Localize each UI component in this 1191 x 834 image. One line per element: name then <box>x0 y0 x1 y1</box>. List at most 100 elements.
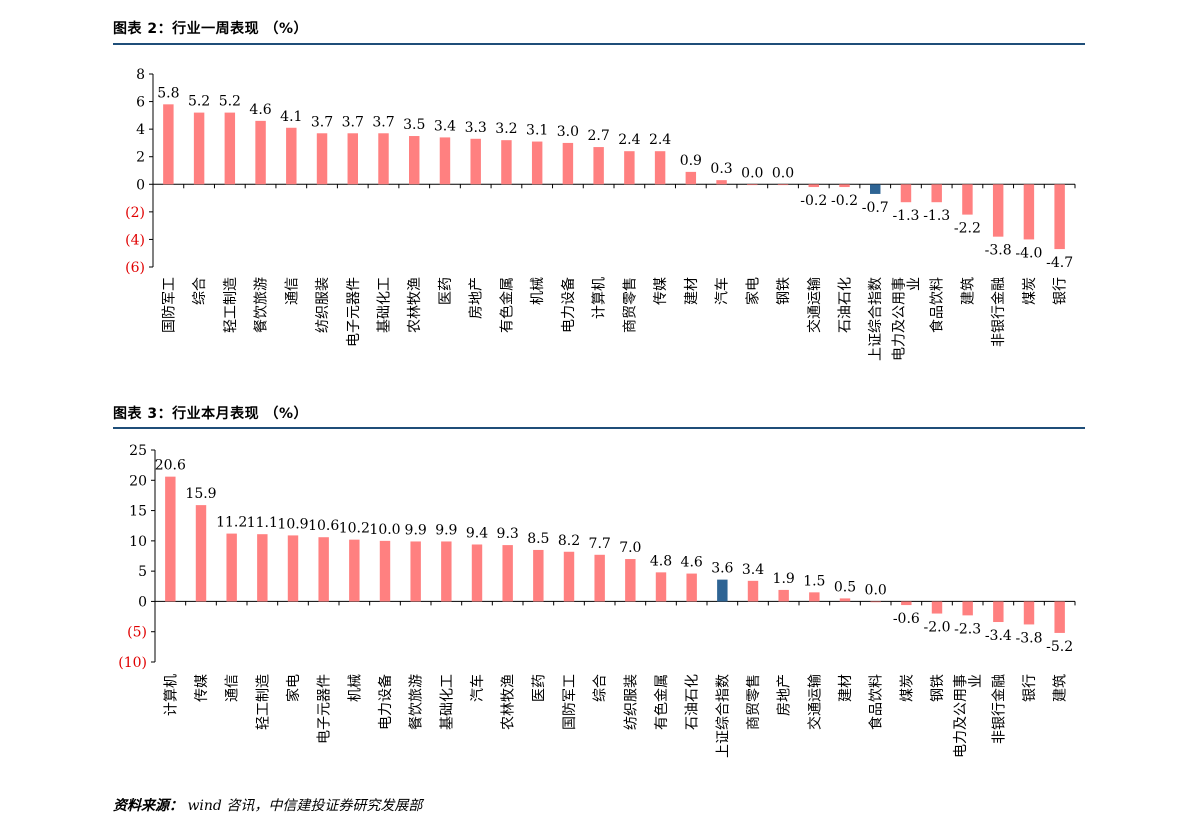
bar <box>808 184 819 188</box>
category-label: 电力及公用事 <box>953 674 969 758</box>
y-tick-label: 8 <box>136 67 145 83</box>
bar <box>685 171 697 185</box>
category-label: 业 <box>968 674 984 688</box>
data-label: -4.0 <box>1015 245 1042 261</box>
bar <box>410 541 421 602</box>
data-label: -5.2 <box>1046 639 1073 655</box>
data-label: -1.3 <box>923 208 950 224</box>
bar <box>378 133 389 185</box>
category-label: 国防军工 <box>161 277 177 333</box>
bar <box>195 505 207 602</box>
y-tick-label: 0 <box>136 177 145 193</box>
data-label: 9.9 <box>435 522 457 538</box>
data-label: 4.6 <box>681 555 703 571</box>
bar <box>349 539 360 602</box>
bar <box>287 535 299 602</box>
data-label: 2.7 <box>588 128 610 144</box>
bar <box>962 601 973 616</box>
data-label: 5.8 <box>157 85 179 101</box>
data-label: -2.2 <box>954 221 981 237</box>
category-label: 上证综合指数 <box>868 277 884 361</box>
data-label: 20.6 <box>155 458 186 474</box>
bar <box>441 541 452 602</box>
data-label: 10.6 <box>308 518 339 534</box>
bar <box>1023 601 1035 625</box>
bar <box>224 112 236 185</box>
category-label: 餐饮旅游 <box>254 277 270 333</box>
data-label: 4.8 <box>650 553 672 569</box>
category-label: 交通运输 <box>806 674 823 730</box>
category-label: 业 <box>906 277 922 291</box>
data-label: -0.2 <box>831 193 858 209</box>
bar <box>747 184 758 186</box>
bar <box>165 476 176 602</box>
y-tick-label: 20 <box>129 473 147 489</box>
data-label: 0.3 <box>710 161 732 177</box>
category-label: 机械 <box>530 277 546 305</box>
category-label: 纺织服装 <box>315 277 331 333</box>
bar <box>931 184 942 203</box>
bar <box>470 138 481 185</box>
y-tick-label: 4 <box>136 122 145 138</box>
category-label: 纺织服装 <box>623 674 639 730</box>
y-tick-label: (10) <box>118 655 147 671</box>
category-label: 钢铁 <box>776 277 792 305</box>
category-label: 家电 <box>285 674 302 702</box>
bar <box>316 133 328 185</box>
week-performance-chart: 8 6 4 2 0 (2) (4) (6) 5.8 国防军工 5.2 综合 5.2 轻工制造 4.6 餐饮旅游… <box>113 55 1085 387</box>
category-label: 建材 <box>684 277 700 305</box>
category-label: 房地产 <box>777 674 793 716</box>
category-label: 商贸零售 <box>746 674 762 730</box>
bar <box>409 136 420 185</box>
data-label: 7.7 <box>589 536 611 552</box>
data-label: 3.3 <box>465 120 487 136</box>
category-label: 电力设备 <box>377 674 394 730</box>
category-label: 石油石化 <box>685 674 701 730</box>
category-label: 综合 <box>192 277 208 305</box>
category-label: 电力设备 <box>560 277 577 333</box>
bar <box>625 559 636 602</box>
bar <box>901 601 912 606</box>
bar <box>716 180 727 185</box>
figure-month-rule <box>113 427 1085 429</box>
data-label: 2.4 <box>649 132 671 148</box>
data-label: 1.9 <box>773 571 795 587</box>
bar <box>163 104 174 185</box>
data-label: 3.7 <box>372 114 394 130</box>
category-label: 通信 <box>284 277 300 305</box>
bar <box>777 184 789 186</box>
category-label: 汽车 <box>714 277 731 305</box>
data-label: 0.0 <box>865 582 887 598</box>
y-tick-label: 10 <box>129 534 147 550</box>
bar <box>870 184 881 194</box>
bar <box>347 133 358 185</box>
bar <box>471 544 483 602</box>
bar <box>839 184 850 188</box>
category-label: 电子元器件 <box>317 674 333 744</box>
bar <box>255 120 266 185</box>
category-label: 餐饮旅游 <box>409 674 425 730</box>
data-label: 11.2 <box>216 515 247 531</box>
bar <box>531 141 543 185</box>
category-label: 房地产 <box>469 277 485 319</box>
bar <box>318 537 329 602</box>
category-label: 电子元器件 <box>346 277 362 347</box>
category-label: 钢铁 <box>930 674 946 702</box>
bar <box>686 573 697 602</box>
category-label: 非银行金融 <box>991 277 1007 347</box>
category-label: 建筑 <box>960 277 976 305</box>
data-label: 3.4 <box>434 118 456 134</box>
category-label: 农林牧渔 <box>501 674 517 730</box>
bar <box>624 151 635 185</box>
category-label: 交通运输 <box>806 277 823 333</box>
data-label: 9.9 <box>405 522 427 538</box>
bar <box>809 592 820 602</box>
data-label: -3.8 <box>1016 630 1043 646</box>
source-note: 资料来源： wind 咨讯，中信建投证券研究发展部 <box>113 795 422 815</box>
data-label: 5.2 <box>219 94 241 110</box>
data-label: 15.9 <box>185 486 216 502</box>
y-tick-label: 5 <box>138 564 147 580</box>
category-label: 汽车 <box>469 674 486 702</box>
data-label: 10.2 <box>339 521 370 537</box>
bar <box>439 137 451 185</box>
